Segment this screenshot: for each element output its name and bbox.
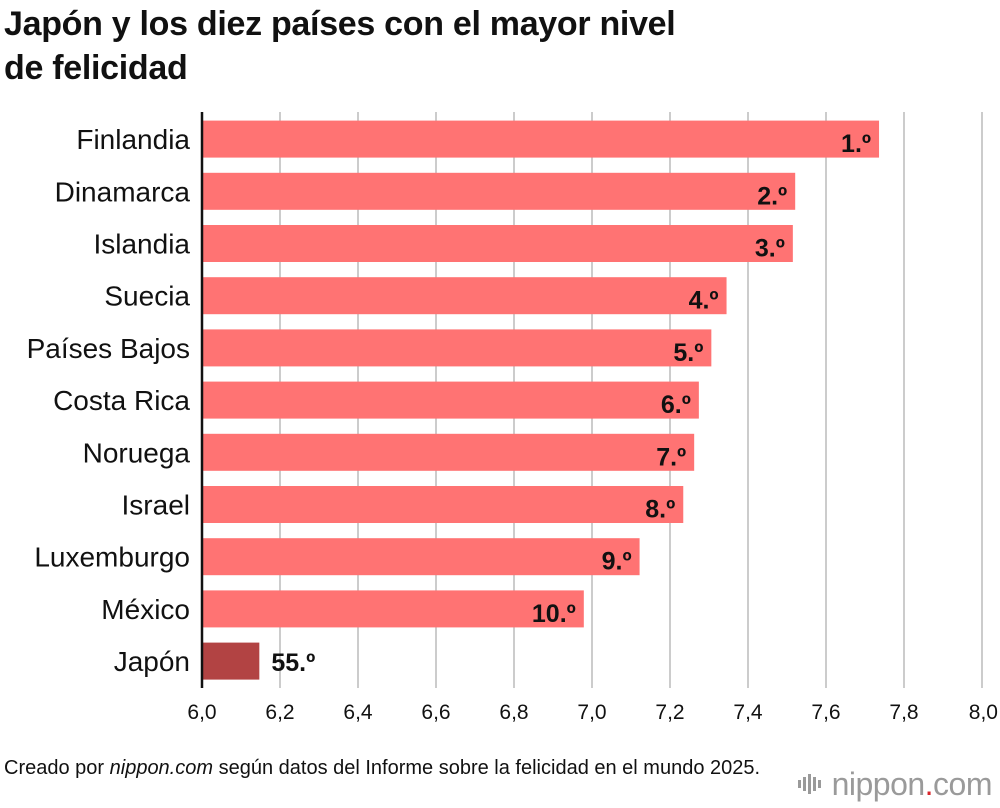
rank-label: 2.º xyxy=(757,182,787,210)
bar xyxy=(202,120,880,158)
rank-label: 8.º xyxy=(645,496,675,524)
rank-label: 55.º xyxy=(271,649,315,677)
source-name: nippon.com xyxy=(109,757,214,779)
bar xyxy=(202,642,260,680)
x-tick-label: 6,2 xyxy=(265,701,294,724)
bar xyxy=(202,277,727,315)
chart-title-line-1: Japón y los diez países con el mayor niv… xyxy=(4,5,676,43)
bar xyxy=(202,538,640,576)
category-label: Noruega xyxy=(83,437,191,468)
logo-dot: . xyxy=(924,766,934,802)
rank-label: 6.º xyxy=(661,391,691,419)
category-label: Dinamarca xyxy=(55,176,191,207)
bar xyxy=(202,590,584,628)
rank-label: 1.º xyxy=(841,130,871,158)
category-label: Suecia xyxy=(104,281,190,312)
x-tick-label: 6,8 xyxy=(499,701,528,724)
x-tick-label: 6,6 xyxy=(421,701,450,724)
category-label: Islandia xyxy=(93,229,190,260)
bar xyxy=(202,486,684,523)
category-label: Israel xyxy=(122,490,190,521)
bar xyxy=(202,225,793,262)
source-suffix: según datos del Informe sobre la felicid… xyxy=(213,757,761,779)
rank-label: 4.º xyxy=(689,287,719,315)
x-tick-label: 6,0 xyxy=(187,701,216,724)
category-label: Japón xyxy=(114,646,190,677)
rank-label: 9.º xyxy=(602,548,632,576)
logo-mark-icon xyxy=(797,774,821,794)
category-label: México xyxy=(101,594,190,625)
x-tick-label: 8,0 xyxy=(969,701,998,724)
x-tick-label: 6,4 xyxy=(343,701,373,724)
category-label: Países Bajos xyxy=(27,333,190,364)
bar xyxy=(202,172,796,210)
rank-label: 10.º xyxy=(532,600,576,628)
logo-name: nippon xyxy=(831,766,926,802)
bar xyxy=(202,433,695,471)
category-label: Luxemburgo xyxy=(34,542,190,573)
logo-tld: com xyxy=(933,766,992,802)
x-tick-label: 7,8 xyxy=(889,701,918,724)
rank-label: 3.º xyxy=(755,235,785,263)
bar xyxy=(202,329,712,367)
chart-title: Japón y los diez países con el mayor niv… xyxy=(4,2,904,90)
bar-chart: 6,0 6,2 6,4 6,6 6,8 7,0 7,2 7,4 7,6 7,8 8,0 Finland… xyxy=(27,112,998,724)
rank-label: 7.º xyxy=(656,443,686,471)
source-note: Creado por nippon.com según datos del In… xyxy=(4,756,764,780)
category-label: Costa Rica xyxy=(53,385,190,416)
rank-label: 5.º xyxy=(673,339,703,367)
x-tick-label: 7,6 xyxy=(811,701,840,724)
category-label: Finlandia xyxy=(76,124,190,155)
source-prefix: Creado por xyxy=(4,757,110,779)
nippon-logo: nippon. com xyxy=(797,766,992,802)
bar xyxy=(202,381,699,419)
x-tick-label: 7,0 xyxy=(577,701,606,724)
chart-title-line-2: de felicidad xyxy=(4,49,188,87)
x-tick-label: 7,2 xyxy=(655,701,684,724)
x-tick-label: 7,4 xyxy=(733,701,763,724)
